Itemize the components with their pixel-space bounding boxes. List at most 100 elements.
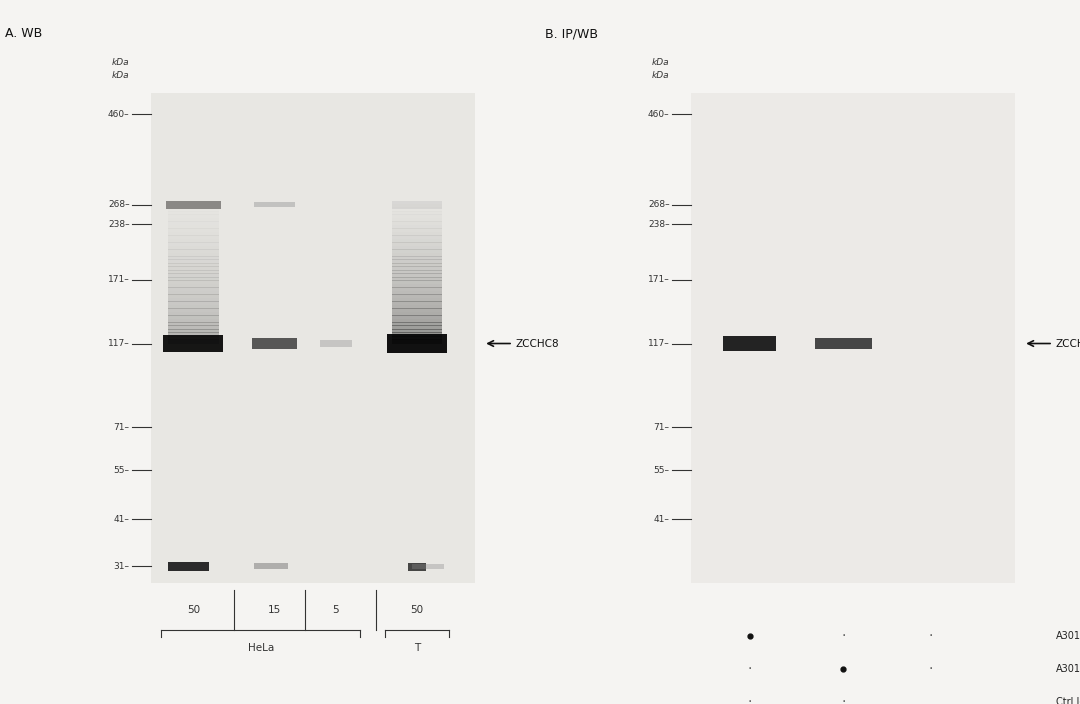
Text: T: T	[414, 643, 420, 653]
Bar	[413, 564, 445, 569]
Bar	[392, 318, 442, 322]
Text: kDa: kDa	[652, 58, 670, 67]
Text: 460–: 460–	[648, 110, 670, 118]
Bar	[168, 242, 218, 246]
Bar	[392, 201, 442, 208]
Bar	[814, 337, 873, 349]
Bar	[168, 239, 218, 243]
Bar	[254, 202, 295, 207]
Bar	[168, 336, 218, 340]
Bar	[168, 263, 218, 267]
Bar	[168, 301, 218, 306]
Text: 71–: 71–	[653, 422, 670, 432]
Bar	[392, 249, 442, 253]
Text: 5: 5	[333, 605, 339, 615]
Bar	[168, 332, 218, 337]
Text: ZCCHC8: ZCCHC8	[1055, 339, 1080, 348]
Bar	[392, 329, 442, 333]
Bar	[168, 325, 218, 329]
Text: 117–: 117–	[108, 339, 130, 348]
Bar	[168, 339, 218, 344]
Text: 15: 15	[268, 605, 281, 615]
Bar	[168, 246, 218, 250]
Bar	[168, 284, 218, 288]
Bar	[723, 337, 777, 351]
Bar	[392, 211, 442, 215]
Text: kDa: kDa	[112, 58, 130, 67]
Bar	[392, 204, 442, 208]
Bar	[387, 334, 447, 353]
Bar	[392, 322, 442, 326]
Text: ZCCHC8: ZCCHC8	[516, 339, 559, 348]
Bar	[254, 563, 288, 569]
Bar	[408, 562, 426, 571]
Text: HeLa: HeLa	[247, 643, 274, 653]
Text: 55–: 55–	[113, 465, 130, 474]
Bar	[392, 239, 442, 243]
Bar	[252, 337, 297, 349]
Text: A301-806A: A301-806A	[1055, 664, 1080, 674]
Text: 50: 50	[187, 605, 200, 615]
Bar	[392, 253, 442, 257]
Bar	[392, 277, 442, 281]
Bar	[392, 256, 442, 260]
Text: 117–: 117–	[648, 339, 670, 348]
Bar	[168, 318, 218, 322]
Bar	[168, 228, 218, 232]
Bar	[168, 562, 210, 571]
Text: 238–: 238–	[108, 220, 130, 229]
Bar	[168, 312, 218, 315]
Text: 55–: 55–	[653, 465, 670, 474]
Text: 41–: 41–	[113, 515, 130, 524]
Bar	[168, 322, 218, 326]
Bar	[168, 221, 218, 225]
Text: ·: ·	[929, 629, 933, 643]
Text: ·: ·	[929, 662, 933, 677]
Text: 50: 50	[410, 605, 423, 615]
Text: 238–: 238–	[648, 220, 670, 229]
Bar	[151, 94, 475, 583]
Text: 171–: 171–	[108, 275, 130, 284]
Text: 71–: 71–	[113, 422, 130, 432]
Bar	[392, 332, 442, 337]
Bar	[392, 294, 442, 298]
Bar	[392, 260, 442, 263]
Text: 41–: 41–	[653, 515, 670, 524]
Bar	[392, 308, 442, 313]
Bar	[392, 284, 442, 288]
Text: kDa: kDa	[112, 71, 130, 80]
Bar	[168, 249, 218, 253]
Bar	[168, 260, 218, 263]
Text: 268–: 268–	[108, 200, 130, 209]
Bar	[168, 305, 218, 309]
Bar	[168, 211, 218, 215]
Bar	[392, 339, 442, 344]
Bar	[168, 218, 218, 222]
Bar	[168, 315, 218, 319]
Text: 268–: 268–	[648, 200, 670, 209]
Text: A301-805A: A301-805A	[1055, 631, 1080, 641]
Bar	[392, 336, 442, 340]
Bar	[166, 201, 221, 209]
Bar	[168, 256, 218, 260]
Bar	[691, 94, 1015, 583]
Bar	[392, 228, 442, 232]
Bar	[168, 266, 218, 270]
Bar	[392, 235, 442, 239]
Bar	[392, 270, 442, 274]
Bar	[168, 225, 218, 229]
Bar	[392, 266, 442, 270]
Text: 31–: 31–	[113, 562, 130, 571]
Bar	[168, 232, 218, 236]
Bar	[392, 298, 442, 302]
Bar	[392, 246, 442, 250]
Bar	[320, 340, 352, 347]
Text: A. WB: A. WB	[5, 27, 42, 40]
Bar	[168, 270, 218, 274]
Text: ·: ·	[841, 696, 846, 704]
Bar	[392, 312, 442, 315]
Bar	[392, 242, 442, 246]
Bar	[392, 287, 442, 291]
Bar	[392, 221, 442, 225]
Bar	[392, 232, 442, 236]
